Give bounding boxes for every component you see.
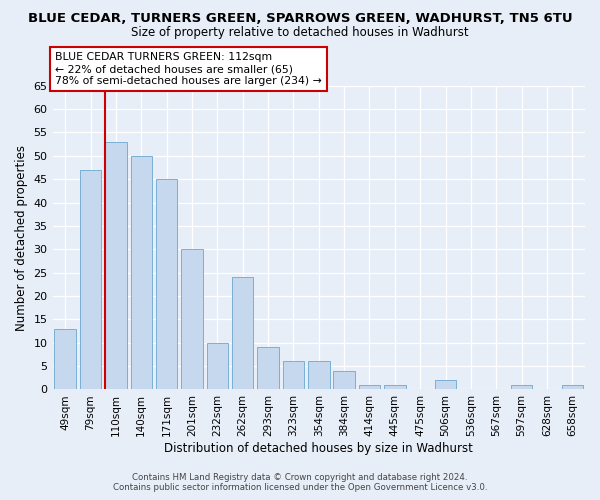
Y-axis label: Number of detached properties: Number of detached properties <box>15 144 28 330</box>
Bar <box>511 385 532 390</box>
Bar <box>283 362 304 390</box>
X-axis label: Distribution of detached houses by size in Wadhurst: Distribution of detached houses by size … <box>164 442 473 455</box>
Bar <box>131 156 152 390</box>
Text: Contains HM Land Registry data © Crown copyright and database right 2024.
Contai: Contains HM Land Registry data © Crown c… <box>113 473 487 492</box>
Bar <box>232 278 253 390</box>
Bar <box>156 179 178 390</box>
Bar <box>334 371 355 390</box>
Text: Size of property relative to detached houses in Wadhurst: Size of property relative to detached ho… <box>131 26 469 39</box>
Bar <box>181 250 203 390</box>
Text: BLUE CEDAR, TURNERS GREEN, SPARROWS GREEN, WADHURST, TN5 6TU: BLUE CEDAR, TURNERS GREEN, SPARROWS GREE… <box>28 12 572 24</box>
Bar <box>435 380 457 390</box>
Bar <box>257 348 279 390</box>
Bar <box>562 385 583 390</box>
Bar <box>105 142 127 390</box>
Text: BLUE CEDAR TURNERS GREEN: 112sqm
← 22% of detached houses are smaller (65)
78% o: BLUE CEDAR TURNERS GREEN: 112sqm ← 22% o… <box>55 52 322 86</box>
Bar <box>55 328 76 390</box>
Bar <box>206 342 228 390</box>
Bar <box>80 170 101 390</box>
Bar <box>384 385 406 390</box>
Bar <box>308 362 329 390</box>
Bar <box>359 385 380 390</box>
